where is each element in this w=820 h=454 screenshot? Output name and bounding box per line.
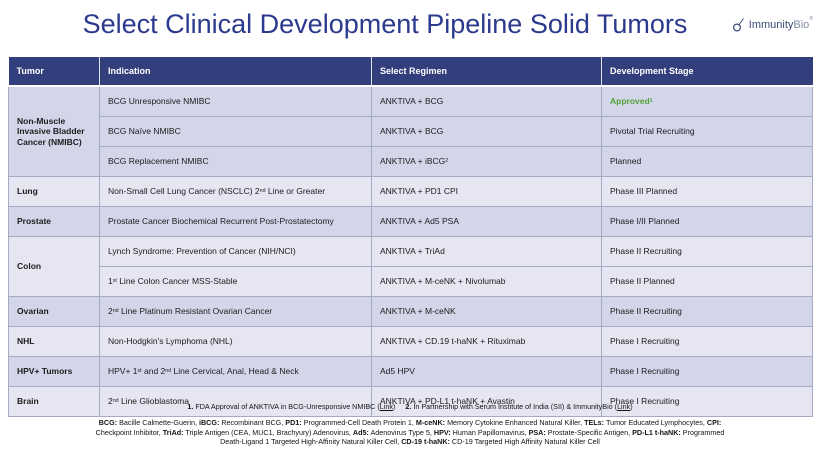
tumor-cell: Ovarian bbox=[8, 296, 100, 327]
stage-cell: Phase II Recruiting bbox=[601, 236, 813, 267]
stage-cell: Phase I Recruiting bbox=[601, 356, 813, 387]
stage-cell: Planned bbox=[601, 146, 813, 177]
tumor-cell: NHL bbox=[8, 326, 100, 357]
regimen-cell: ANKTIVA + BCG bbox=[371, 85, 602, 117]
indication-cell: HPV+ 1st and 2nd Line Cervical, Anal, He… bbox=[99, 356, 372, 387]
table-row: HPV+ Tumors HPV+ 1st and 2nd Line Cervica… bbox=[8, 356, 813, 387]
regimen-cell: ANKTIVA + iBCG2 bbox=[371, 146, 602, 177]
column-header-development-stage: Development Stage bbox=[601, 57, 813, 87]
tumor-cell: HPV+ Tumors bbox=[8, 356, 100, 387]
tumor-cell: Non-Muscle Invasive Bladder Cancer (NMIB… bbox=[8, 85, 100, 177]
stage-cell: Phase I Recruiting bbox=[601, 326, 813, 357]
table-row: Prostate Prostate Cancer Biochemical Recu… bbox=[8, 206, 813, 237]
indication-cell: 2nd Line Platinum Resistant Ovarian Canc… bbox=[99, 296, 372, 327]
abbreviations: BCG: Bacille Calmette-Guerin, iBCG: Reco… bbox=[95, 418, 725, 446]
indication-cell: 1st Line Colon Cancer MSS-Stable bbox=[99, 266, 372, 297]
tumor-cell: Prostate bbox=[8, 206, 100, 237]
table-row: NHL Non-Hodgkin's Lymphoma (NHL) ANKTIVA +… bbox=[8, 326, 813, 357]
stage-cell: Phase I Recruiting bbox=[601, 386, 813, 417]
indication-cell: 2nd Line Glioblastoma bbox=[99, 386, 372, 417]
footnote-link[interactable]: Link bbox=[379, 402, 393, 411]
indication-cell: Prostate Cancer Biochemical Recurrent Po… bbox=[99, 206, 372, 237]
indication-cell: Lynch Syndrome: Prevention of Cancer (NI… bbox=[99, 236, 372, 267]
trademark-symbol: ® bbox=[809, 16, 813, 22]
footnote-item: 2. In Partnership with Serum Institute o… bbox=[405, 402, 633, 411]
table-row: Non-Muscle Invasive Bladder Cancer (NMIB… bbox=[8, 85, 813, 177]
brand-text: ImmunityBio® bbox=[748, 16, 813, 31]
indication-cell: BCG Unresponsive NMIBC bbox=[99, 85, 372, 117]
regimen-cell: ANKTIVA + BCG bbox=[371, 116, 602, 147]
regimen-cell: ANKTIVA + CD.19 t-haNK + Rituximab bbox=[371, 326, 602, 357]
immunitybio-icon bbox=[731, 17, 747, 33]
immunitybio-logo: ImmunityBio® bbox=[731, 16, 813, 33]
page-title: Select Clinical Development Pipeline Sol… bbox=[82, 9, 688, 39]
stage-cell: Phase II Planned bbox=[601, 266, 813, 297]
table-row: BCG Naïve NMIBC ANKTIVA + BCG Pivotal Tria… bbox=[9, 116, 813, 147]
indication-cell: BCG Naïve NMIBC bbox=[99, 116, 372, 147]
stage-cell: Approved1 bbox=[601, 85, 813, 117]
regimen-cell: Ad5 HPV bbox=[371, 356, 602, 387]
tumor-cell: Colon bbox=[8, 236, 100, 297]
table-row: Lung Non-Small Cell Lung Cancer (NSCLC) 2… bbox=[8, 176, 813, 207]
regimen-cell: ANKTIVA + PD1 CPI bbox=[371, 176, 602, 207]
footnote-item: 1. FDA Approval of ANKTIVA in BCG-Unresp… bbox=[187, 402, 396, 411]
regimen-cell: ANKTIVA + PD-L1 t-haNK + Avastin bbox=[371, 386, 602, 417]
table-row: BCG Replacement NMIBC ANKTIVA + iBCG2 Plan… bbox=[9, 146, 813, 177]
indication-cell: Non-Hodgkin's Lymphoma (NHL) bbox=[99, 326, 372, 357]
stage-cell: Phase III Planned bbox=[601, 176, 813, 207]
table-header-row: Tumor Indication Select Regimen Developm… bbox=[8, 57, 813, 87]
footnote-link[interactable]: Link bbox=[617, 402, 631, 411]
stage-cell: Phase II Recruiting bbox=[601, 296, 813, 327]
regimen-cell: ANKTIVA + TriAd bbox=[371, 236, 602, 267]
regimen-cell: ANKTIVA + M-ceNK + Nivolumab bbox=[371, 266, 602, 297]
tumor-cell: Lung bbox=[8, 176, 100, 207]
table-row: Ovarian 2nd Line Platinum Resistant Ovari… bbox=[8, 296, 813, 327]
table-row: Brain 2nd Line Glioblastoma ANKTIVA + PD-L… bbox=[8, 386, 813, 417]
indication-cell: Non-Small Cell Lung Cancer (NSCLC) 2nd L… bbox=[99, 176, 372, 207]
indication-cell: BCG Replacement NMIBC bbox=[99, 146, 372, 177]
pipeline-table: Tumor Indication Select Regimen Developm… bbox=[8, 57, 813, 417]
tumor-cell: Brain bbox=[8, 386, 100, 417]
regimen-cell: ANKTIVA + M-ceNK bbox=[371, 296, 602, 327]
table-row: Colon Lynch Syndrome: Prevention of Cance… bbox=[8, 236, 813, 297]
stage-cell: Pivotal Trial Recruiting bbox=[601, 116, 813, 147]
column-header-select-regimen: Select Regimen bbox=[371, 57, 602, 87]
column-header-indication: Indication bbox=[99, 57, 372, 87]
column-header-tumor: Tumor bbox=[8, 57, 100, 87]
stage-cell: Phase I/II Planned bbox=[601, 206, 813, 237]
regimen-cell: ANKTIVA + Ad5 PSA bbox=[371, 206, 602, 237]
table-row: 1st Line Colon Cancer MSS-Stable ANKTIVA … bbox=[9, 266, 813, 297]
footnotes: 1. FDA Approval of ANKTIVA in BCG-Unresp… bbox=[0, 402, 820, 411]
